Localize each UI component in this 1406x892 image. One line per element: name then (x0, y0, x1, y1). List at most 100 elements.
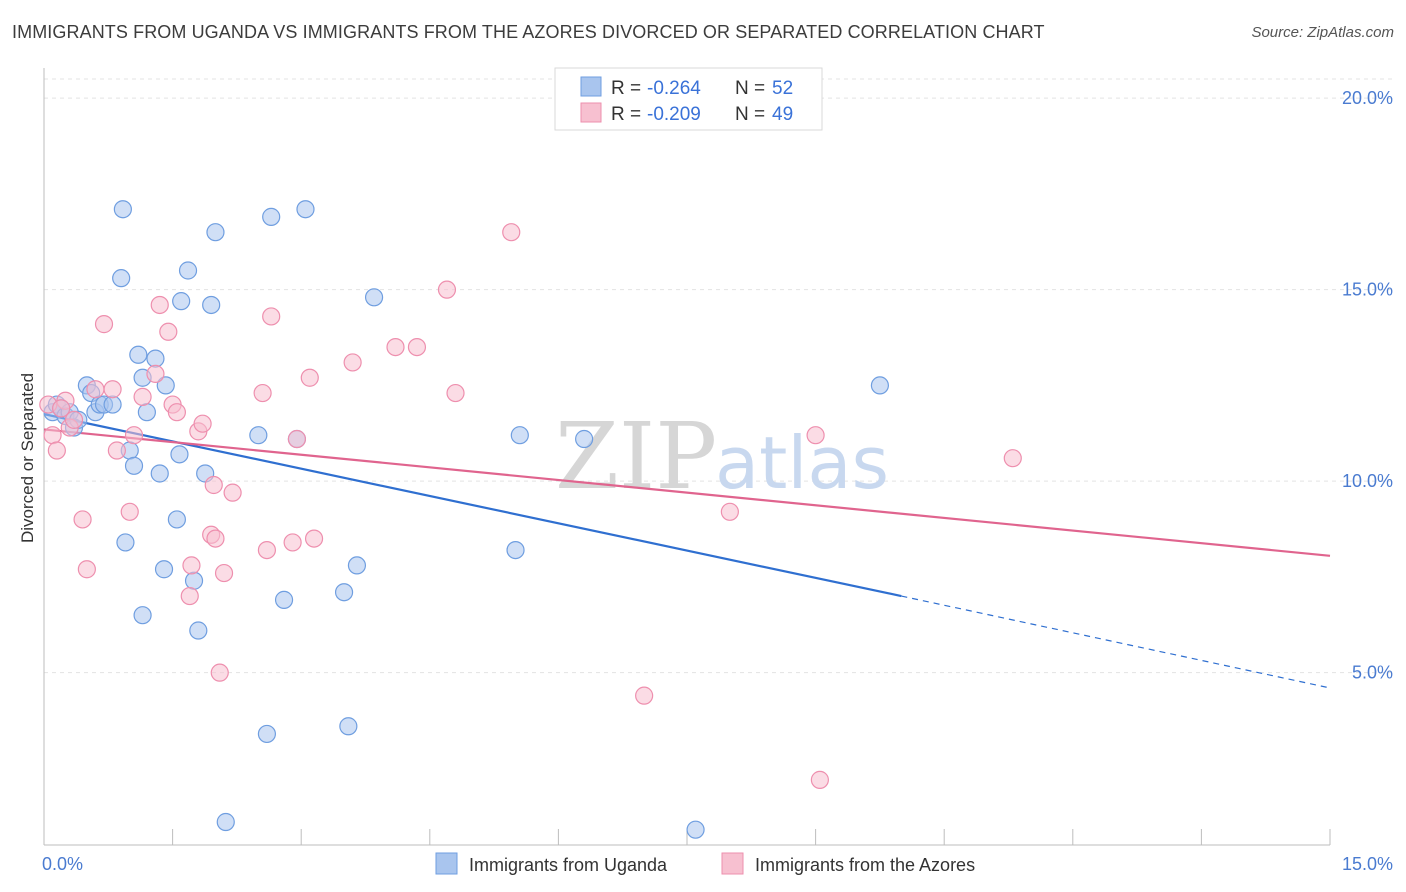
azores-point-29 (223, 483, 242, 502)
azores-point-10 (103, 380, 122, 399)
uganda-point-31 (189, 621, 208, 640)
azores-point-2 (47, 441, 66, 460)
uganda-point-18 (129, 345, 148, 364)
uganda-point-14 (113, 200, 132, 219)
azores-point-23 (193, 414, 212, 433)
azores-point-39 (407, 338, 427, 357)
y-tick-label-1: 10.0% (1342, 471, 1393, 491)
azores-point-47 (1003, 449, 1022, 468)
uganda-point-50 (870, 376, 890, 395)
uganda-point-22 (146, 349, 165, 368)
azores-point-31 (257, 540, 277, 560)
azores-point-21 (182, 556, 201, 575)
uganda-point-33 (202, 295, 221, 315)
legend-azores-r-value: -0.209 (647, 104, 701, 125)
azores-point-7 (77, 560, 96, 579)
bottom-legend-uganda-label: Immigrants from Uganda (469, 855, 668, 875)
uganda-point-15 (116, 533, 135, 552)
legend-azores-n-label: N = (735, 104, 765, 125)
axes (43, 68, 1331, 846)
azores-point-12 (120, 502, 139, 521)
azores-point-9 (94, 315, 114, 334)
azores-point-26 (206, 529, 225, 548)
x-tick-labels: 0.0% 15.0% (42, 854, 1393, 874)
azores-point-1 (43, 426, 62, 445)
bottom-legend-uganda-swatch (435, 852, 458, 875)
bottom-legend-azores-label: Immigrants from the Azores (755, 855, 975, 875)
azores-point-32 (262, 307, 281, 326)
legend-azores-r-label: R = (611, 104, 641, 125)
azores-point-8 (86, 380, 105, 399)
legend-uganda-swatch (580, 76, 602, 97)
uganda-point-28 (172, 292, 191, 311)
uganda-point-47 (510, 426, 529, 445)
uganda-point-37 (257, 724, 277, 744)
y-tick-label-0: 5.0% (1352, 663, 1393, 683)
legend-uganda-n-value: 52 (772, 78, 793, 99)
uganda-point-25 (156, 376, 175, 395)
uganda-point-38 (262, 207, 281, 226)
azores-point-13 (124, 426, 144, 445)
azores-point-16 (150, 295, 169, 315)
uganda-point-23 (150, 464, 169, 483)
chart-title: IMMIGRANTS FROM UGANDA VS IMMIGRANTS FRO… (12, 22, 1045, 42)
legend-uganda-r-label: R = (611, 78, 641, 99)
uganda-point-34 (206, 223, 225, 242)
azores-point-42 (502, 223, 521, 242)
uganda-point-43 (339, 717, 358, 736)
bottom-legend-azores-swatch (721, 852, 744, 875)
azores-point-11 (107, 441, 126, 460)
uganda-point-20 (133, 606, 152, 625)
watermark-atlas: atlas (715, 421, 889, 505)
bottom-legend: Immigrants from Uganda Immigrants from t… (435, 852, 975, 875)
legend-uganda-r-value: -0.264 (647, 78, 701, 99)
uganda-point-17 (124, 456, 144, 475)
trendlines (43, 413, 1331, 689)
azores-point-5 (64, 410, 84, 429)
uganda-point-30 (184, 571, 204, 590)
legend-azores-swatch (580, 102, 602, 123)
uganda-point-41 (296, 200, 315, 219)
uganda-point-44 (347, 556, 367, 575)
azores-point-20 (180, 586, 199, 606)
azores-point-17 (159, 322, 178, 341)
legend-uganda-n-label: N = (735, 78, 765, 99)
azores-point-34 (287, 429, 307, 449)
uganda-point-45 (364, 288, 384, 307)
uganda-point-48 (575, 429, 594, 449)
azores-point-36 (304, 529, 324, 548)
azores-point-41 (446, 383, 465, 403)
azores-point-14 (133, 387, 152, 406)
uganda-point-13 (112, 269, 131, 288)
uganda-point-39 (274, 590, 294, 609)
y-tick-labels: 5.0% 10.0% 15.0% 20.0% (1342, 88, 1393, 683)
azores-point-35 (300, 368, 319, 387)
azores-point-48 (52, 399, 71, 418)
gridlines (44, 78, 1395, 674)
azores-point-37 (343, 353, 362, 372)
azores-point-28 (214, 563, 234, 583)
uganda-point-42 (334, 583, 354, 602)
azores-trendline (43, 428, 1331, 557)
azores-point-46 (810, 770, 829, 789)
source-label: Source: ZipAtlas.com (1251, 24, 1394, 41)
y-tick-label-3: 20.0% (1342, 88, 1393, 108)
azores-point-45 (806, 426, 825, 445)
uganda-point-49 (686, 820, 705, 839)
azores-point-19 (167, 403, 186, 422)
uganda-point-35 (216, 812, 235, 832)
uganda-point-27 (170, 445, 189, 464)
uganda-point-12 (103, 395, 122, 414)
uganda-trendline-extension (901, 595, 1331, 689)
azores-point-27 (210, 663, 229, 682)
legend-azores-n-value: 49 (772, 104, 793, 125)
uganda-point-46 (506, 540, 525, 560)
x-tick-label-0: 0.0% (42, 854, 83, 874)
azores-point-38 (386, 338, 405, 357)
watermark: ZIP atlas (555, 403, 889, 510)
azores-point-33 (283, 533, 302, 552)
y-axis-label: Divorced or Separated (18, 373, 37, 543)
uganda-point-36 (249, 426, 268, 445)
y-tick-label-2: 15.0% (1342, 280, 1393, 300)
